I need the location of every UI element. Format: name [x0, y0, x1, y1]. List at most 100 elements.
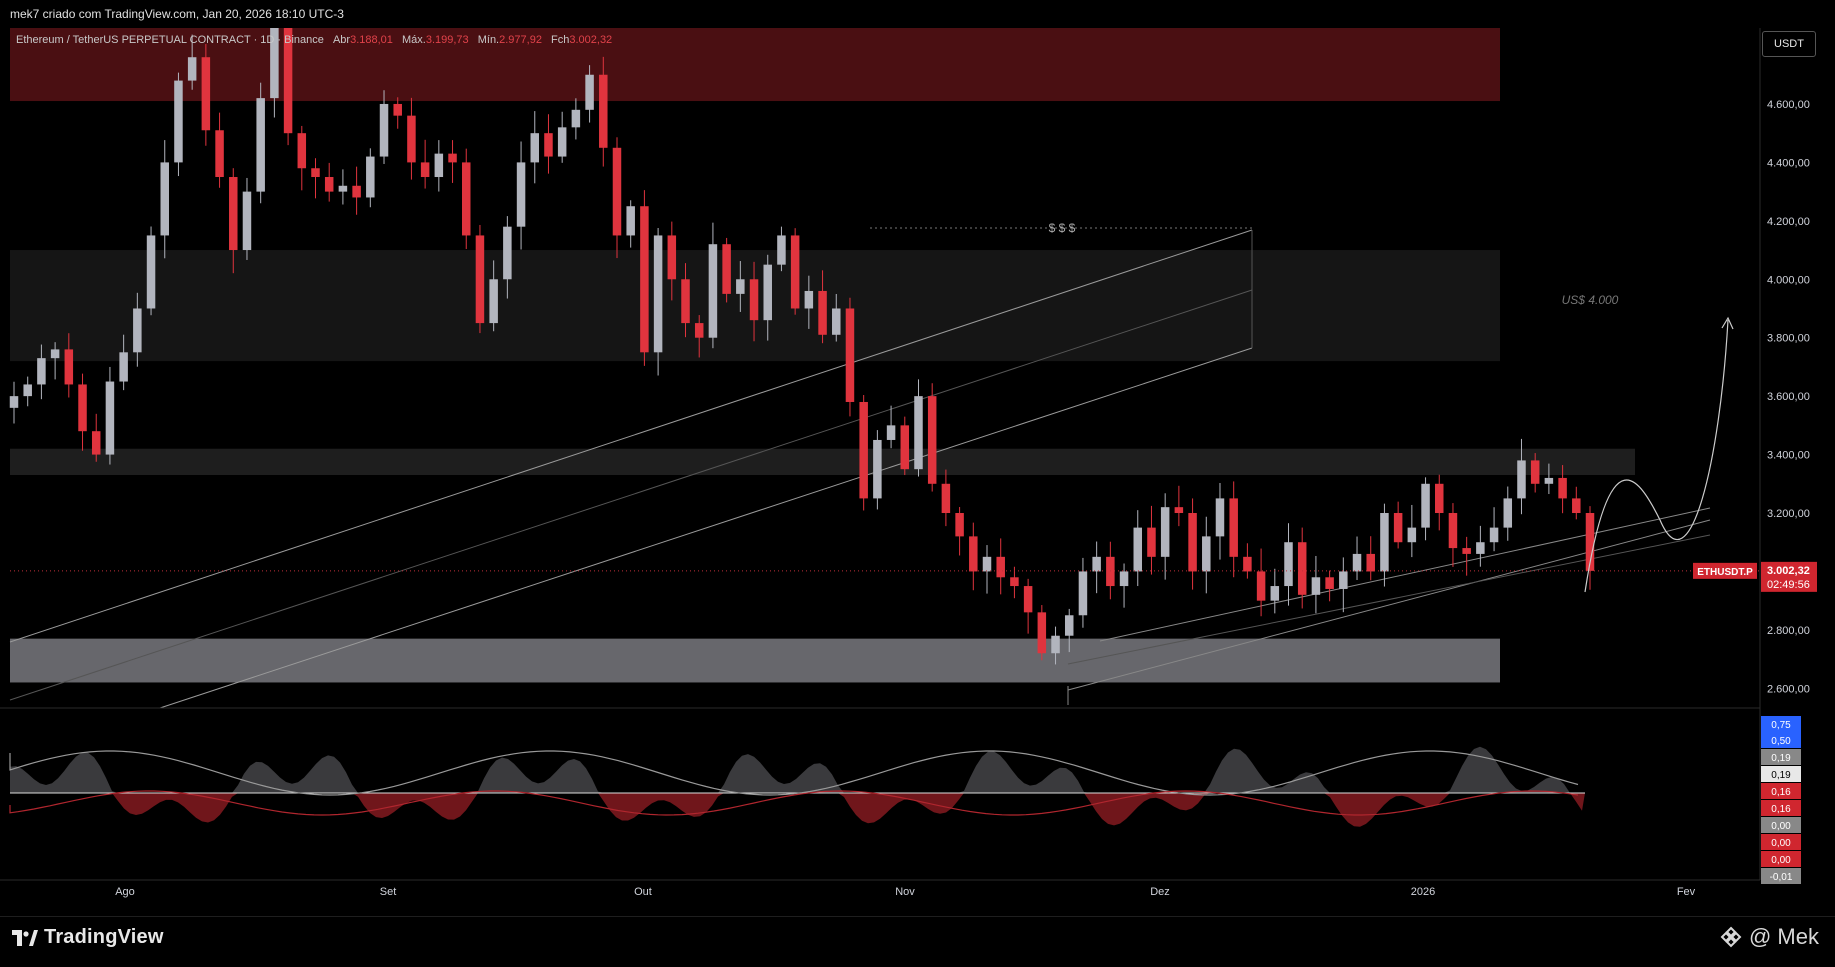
candle: [1078, 571, 1088, 616]
candle: [626, 206, 635, 236]
candle: [763, 264, 772, 321]
candle: [393, 103, 402, 116]
candle: [1558, 477, 1567, 499]
oscillator-value-badge: [1761, 800, 1801, 816]
candle: [91, 431, 101, 455]
candle: [1476, 542, 1485, 554]
footer-bar: [0, 916, 1835, 967]
candle: [1202, 536, 1211, 572]
candle: [448, 153, 457, 163]
candle: [64, 349, 74, 385]
candle: [1010, 577, 1019, 587]
candle: [982, 556, 992, 572]
x-tick-label: Dez: [1150, 886, 1170, 898]
candle: [818, 290, 827, 335]
candle: [420, 162, 430, 178]
candle: [1517, 460, 1526, 499]
price-tag-countdown: 02:49:56: [1767, 579, 1810, 591]
oscillator-value-badge: [1761, 851, 1801, 867]
candle: [1393, 513, 1403, 543]
candle: [1352, 553, 1362, 572]
low-value: 2.977,92: [499, 34, 542, 46]
oscillator-value-badge: [1761, 868, 1801, 884]
price-tag-value: 3.002,32: [1767, 565, 1810, 577]
candle: [1503, 498, 1513, 528]
candle: [338, 185, 348, 192]
candle: [379, 103, 389, 157]
oscillator-signal-line: [9, 750, 1579, 796]
close-value: 3.002,32: [569, 34, 613, 46]
candle: [516, 162, 526, 227]
candle: [366, 156, 375, 198]
target-label: US$ 4.000: [1562, 293, 1619, 307]
y-tick-label: 4.000,00: [1767, 274, 1810, 286]
candle: [1462, 548, 1471, 554]
candle: [900, 425, 910, 470]
candle: [1133, 527, 1143, 572]
price-chart[interactable]: $ $ $US$ 4.0004.800,004.600,004.400,004.…: [0, 28, 1835, 916]
candle: [78, 384, 87, 432]
candle: [1051, 635, 1060, 654]
candle: [530, 133, 540, 163]
candle: [1448, 513, 1458, 549]
candle: [23, 384, 32, 397]
trend-line: [9, 289, 1253, 701]
candle: [1366, 553, 1375, 572]
candle: [612, 147, 622, 236]
trend-line: [159, 347, 1253, 709]
candle: [105, 381, 115, 455]
candle: [256, 98, 265, 192]
candle: [187, 57, 197, 81]
candle: [475, 235, 485, 324]
candle: [1339, 571, 1348, 589]
candle: [1297, 542, 1307, 595]
x-tick-label: 2026: [1411, 886, 1435, 898]
candle: [489, 279, 498, 324]
oscillator-value-label: 0,75: [1771, 720, 1791, 731]
binance-icon: [1720, 926, 1742, 948]
y-tick-label: 4.200,00: [1767, 216, 1810, 228]
candle: [1064, 615, 1074, 636]
symbol-tag: [1693, 562, 1757, 579]
candle: [1243, 556, 1252, 572]
candle: [1407, 527, 1417, 543]
oscillator-value-label: 0,16: [1771, 787, 1791, 798]
symbol-title: Ethereum / TetherUS PERPETUAL CONTRACT ·…: [16, 34, 324, 46]
y-tick-label: 3.600,00: [1767, 391, 1810, 403]
candle: [283, 28, 293, 134]
zone-level: [10, 448, 1635, 476]
candle: [640, 206, 649, 353]
y-tick-label: 2.800,00: [1767, 625, 1810, 637]
oscillator-red-line: [9, 790, 1579, 816]
author-signature: @ Mek: [1719, 924, 1819, 950]
trend-line: [1067, 534, 1711, 665]
x-tick-label: Nov: [895, 886, 915, 898]
currency-button[interactable]: USDT: [1762, 31, 1816, 57]
candle: [544, 133, 553, 157]
candle: [859, 401, 868, 499]
candle: [1229, 498, 1238, 557]
liquidity-label: $ $ $: [1049, 221, 1076, 235]
candle: [1544, 477, 1554, 484]
candle: [461, 162, 471, 236]
candle: [160, 162, 169, 236]
y-tick-label: 4.400,00: [1767, 157, 1810, 169]
candle: [324, 177, 334, 192]
candle: [1311, 577, 1321, 595]
candle: [886, 425, 896, 440]
candle: [1188, 513, 1197, 572]
candle: [311, 168, 320, 178]
open-label: Abr: [332, 34, 351, 46]
candle: [174, 80, 183, 163]
candle: [736, 279, 745, 294]
high-label: Máx.: [401, 34, 426, 46]
zone-resistance: [10, 28, 1500, 102]
oscillator-value-badge: [1761, 783, 1801, 799]
candle: [941, 483, 951, 514]
low-label: Mín.: [477, 34, 500, 46]
oscillator-value-label: 0,00: [1771, 838, 1791, 849]
oscillator-value-badge: [1761, 749, 1801, 765]
close-label: Fch: [551, 34, 570, 46]
oscillator-value-badge: [1761, 817, 1801, 833]
tradingview-wordmark: TradingView: [44, 926, 164, 948]
